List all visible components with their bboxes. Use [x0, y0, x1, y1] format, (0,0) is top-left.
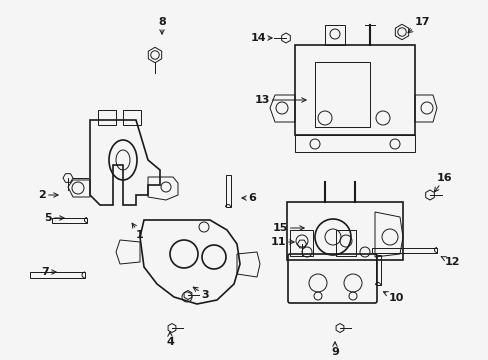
Text: 14: 14 — [250, 33, 272, 43]
Text: 8: 8 — [158, 17, 165, 34]
Text: 3: 3 — [193, 287, 208, 300]
Text: 13: 13 — [254, 95, 305, 105]
Text: 6: 6 — [242, 193, 255, 203]
Text: 1: 1 — [132, 223, 143, 240]
Text: 10: 10 — [383, 292, 403, 303]
Text: 11: 11 — [270, 237, 294, 247]
Text: 17: 17 — [407, 17, 429, 33]
Text: 16: 16 — [433, 173, 452, 192]
Text: 5: 5 — [44, 213, 64, 223]
Text: 4: 4 — [166, 332, 174, 347]
Text: 2: 2 — [38, 190, 58, 200]
Text: 9: 9 — [330, 342, 338, 357]
Text: 7: 7 — [41, 267, 56, 277]
Text: 15: 15 — [272, 223, 304, 233]
Text: 12: 12 — [440, 257, 459, 267]
